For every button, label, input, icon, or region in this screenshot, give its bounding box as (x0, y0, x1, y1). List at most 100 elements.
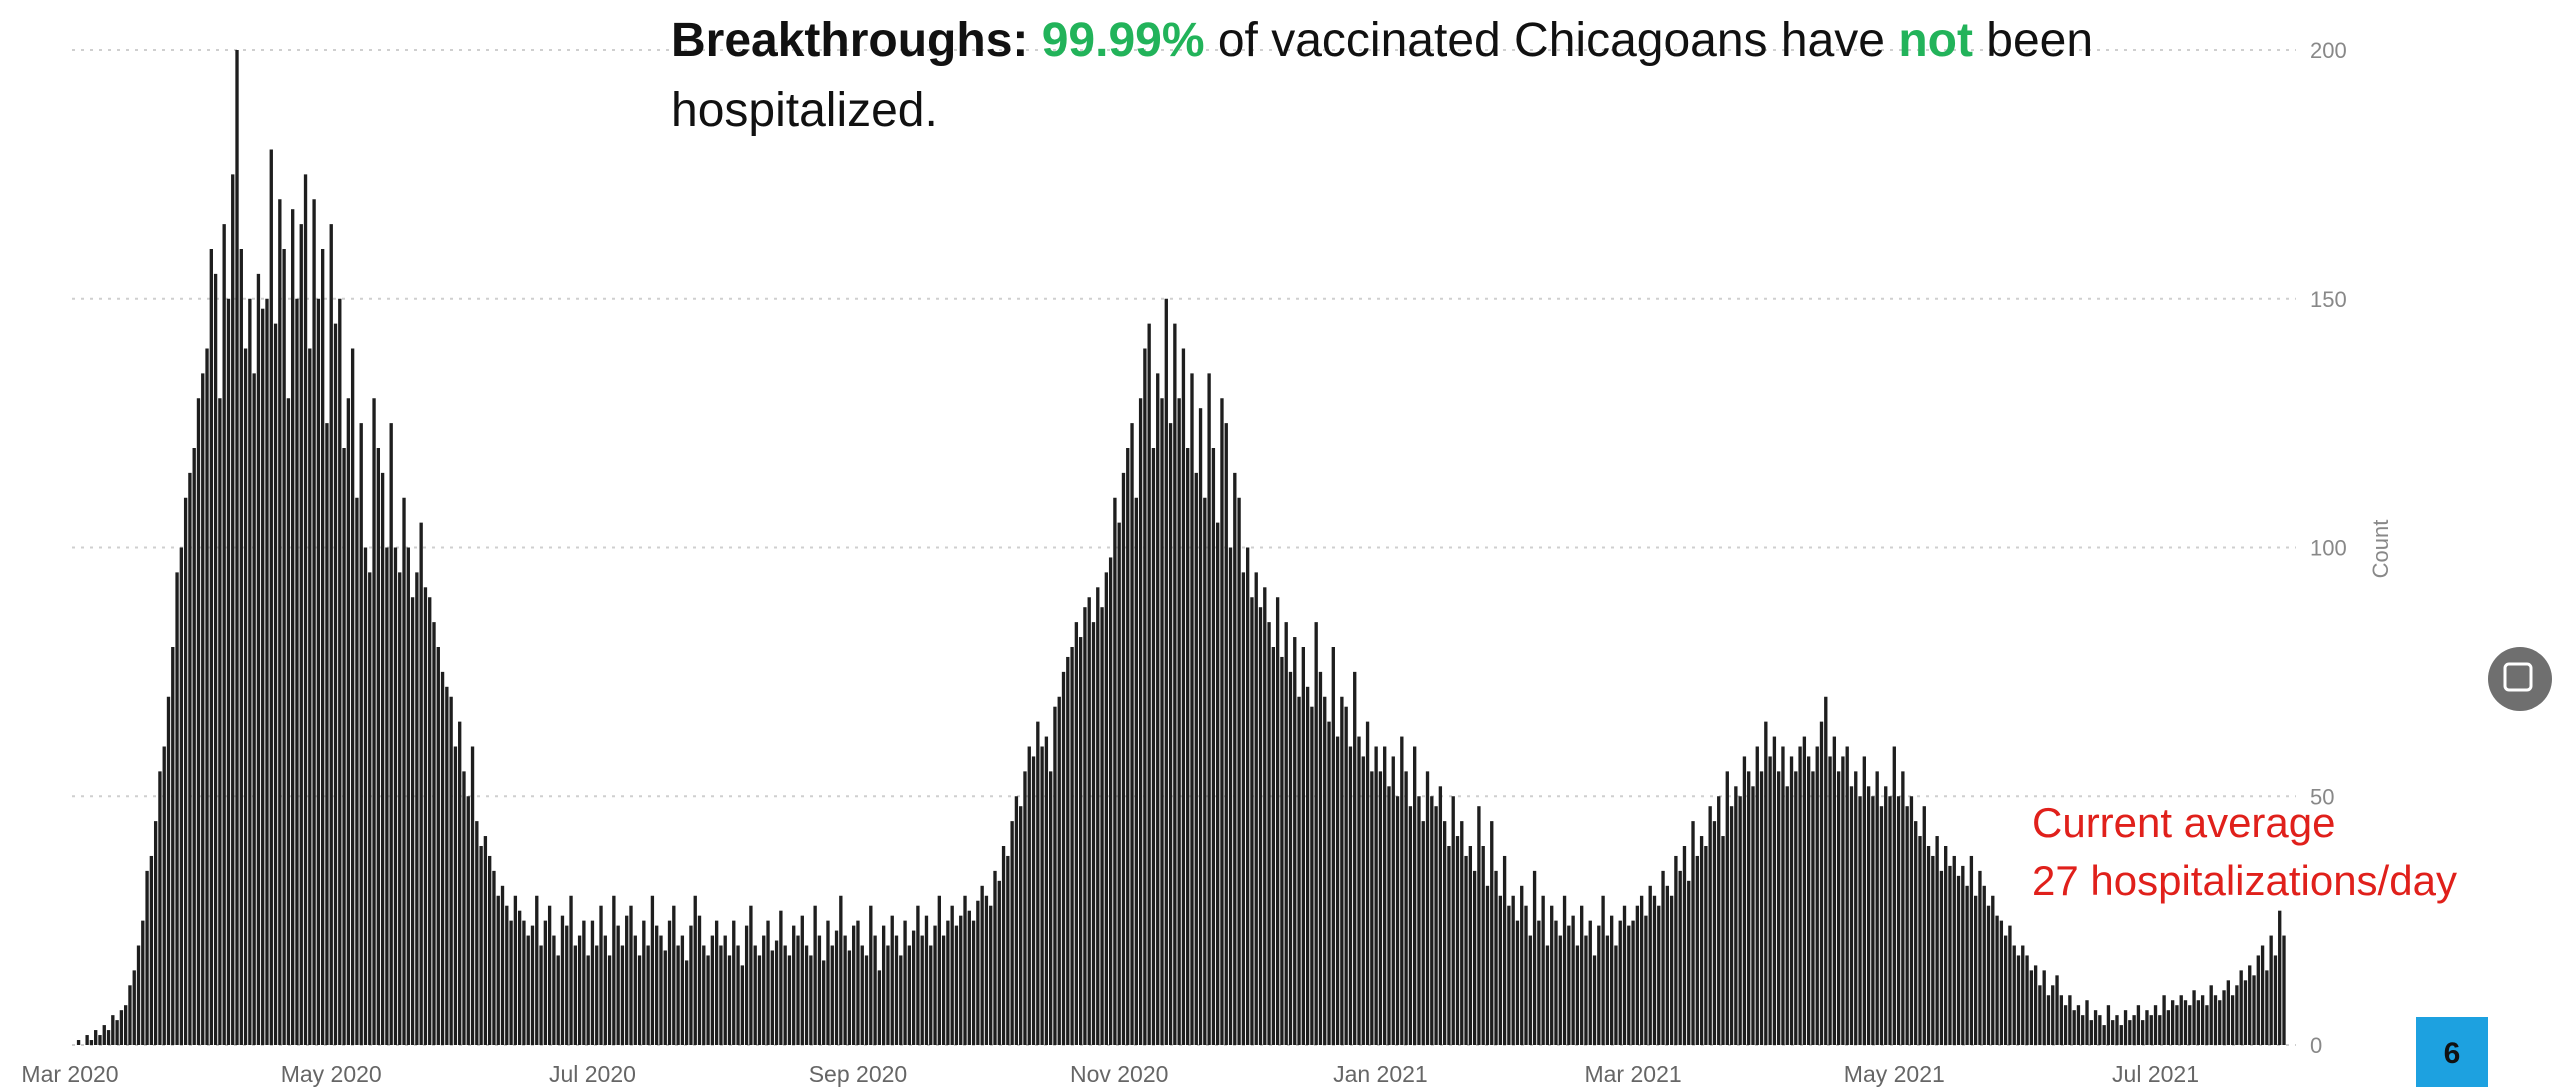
bar (2025, 955, 2029, 1045)
bar (243, 348, 248, 1045)
bar (539, 945, 543, 1045)
bar (843, 935, 847, 1045)
bar (599, 905, 603, 1045)
bar (1657, 905, 1661, 1045)
annotation: 27 hospitalizations/day (2032, 857, 2457, 904)
bar (1528, 935, 1532, 1045)
bar (1078, 637, 1083, 1045)
title-line2: hospitalized. (671, 84, 938, 137)
bar (1442, 821, 1447, 1045)
bar (2205, 1005, 2209, 1045)
bar (1545, 945, 1550, 1045)
bar (864, 955, 869, 1045)
bar (1108, 557, 1113, 1045)
bar (1785, 786, 1789, 1045)
bar (1340, 696, 1344, 1045)
bar (2059, 995, 2063, 1045)
bar (128, 985, 132, 1045)
bar (1734, 786, 1738, 1045)
bar (1288, 671, 1293, 1045)
bar (1618, 920, 1622, 1045)
bar (1914, 821, 1918, 1045)
bar (2068, 995, 2072, 1045)
bar (1973, 895, 1978, 1045)
x-tick-label: May 2020 (281, 1061, 382, 1087)
bar (1524, 905, 1528, 1045)
bar (1438, 786, 1443, 1045)
bar (1824, 696, 1828, 1045)
bar (1138, 398, 1143, 1045)
annotation: Current average (2032, 799, 2336, 846)
bar (1425, 771, 1430, 1045)
bar (1537, 920, 1541, 1045)
y-tick-label: 150 (2310, 287, 2347, 312)
bar (513, 895, 518, 1045)
bar (286, 398, 291, 1045)
bar (1207, 373, 1211, 1045)
bar (393, 547, 398, 1045)
bar (1477, 806, 1481, 1045)
bar (2166, 1010, 2171, 1045)
bar (1747, 771, 1751, 1045)
bar (723, 935, 727, 1045)
bar (839, 895, 843, 1045)
bar (2179, 995, 2183, 1045)
bar (655, 925, 659, 1045)
bar (1241, 572, 1246, 1045)
bar (817, 935, 822, 1045)
bar (1186, 448, 1190, 1045)
bar (415, 572, 419, 1045)
title-end: been (1986, 14, 2093, 67)
bar (346, 398, 351, 1045)
bar (1027, 746, 1031, 1045)
bar (894, 935, 899, 1045)
bar (710, 935, 715, 1045)
bar (809, 955, 813, 1045)
bar (787, 955, 792, 1045)
bar (719, 945, 723, 1045)
bar (770, 950, 774, 1045)
bar (963, 895, 967, 1045)
bar (1117, 522, 1121, 1045)
bar (2063, 1005, 2068, 1045)
exit-icon[interactable] (2488, 647, 2552, 711)
bar (1156, 373, 1160, 1045)
bar (1918, 836, 1922, 1045)
bar (1400, 736, 1404, 1045)
bar (470, 746, 475, 1045)
bar (308, 348, 312, 1045)
bar (946, 920, 950, 1045)
bar (535, 895, 539, 1045)
bar (1845, 746, 1849, 1045)
bar (1580, 905, 1584, 1045)
bar (320, 249, 325, 1045)
bar (1181, 348, 1186, 1045)
bar (1220, 398, 1224, 1045)
bar (2158, 1015, 2162, 1045)
bar (445, 686, 449, 1045)
bar (2076, 1005, 2081, 1045)
bar (757, 955, 762, 1045)
y-tick-label: 0 (2310, 1033, 2322, 1058)
bar (410, 597, 415, 1045)
bar (363, 547, 368, 1045)
bar (488, 855, 492, 1045)
bar (483, 836, 488, 1045)
bar (398, 572, 402, 1045)
bar (136, 945, 141, 1045)
bar (1113, 497, 1117, 1045)
bar (2033, 965, 2038, 1045)
bar (1293, 637, 1297, 1045)
bar (1134, 497, 1138, 1045)
bar (727, 955, 732, 1045)
bar (192, 448, 196, 1045)
bar (1460, 821, 1464, 1045)
bar (368, 572, 372, 1045)
page-badge (2416, 1017, 2488, 1087)
bar (984, 895, 989, 1045)
bar (1031, 756, 1036, 1045)
bar (458, 721, 462, 1045)
bar (2128, 1020, 2132, 1045)
bar (1944, 846, 1948, 1045)
bar (1417, 796, 1421, 1045)
